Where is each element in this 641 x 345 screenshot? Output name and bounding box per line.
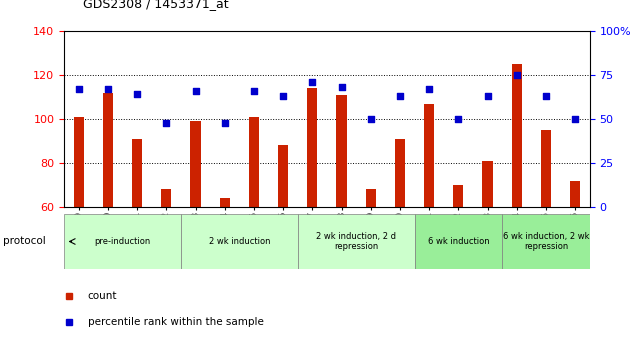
Point [161, 120, 171, 125]
Text: GDS2308 / 1453371_at: GDS2308 / 1453371_at [83, 0, 229, 10]
Bar [424, 104, 434, 207]
Bar [541, 130, 551, 207]
Text: percentile rank within the sample: percentile rank within the sample [88, 317, 263, 327]
Point [483, 93, 493, 99]
Bar [483, 161, 493, 207]
Point [74, 86, 84, 92]
Bar [181, 214, 297, 269]
Bar [103, 92, 113, 207]
Bar [132, 139, 142, 207]
Text: 6 wk induction, 2 wk
repression: 6 wk induction, 2 wk repression [503, 232, 589, 251]
Bar [278, 146, 288, 207]
Text: 2 wk induction: 2 wk induction [208, 237, 270, 246]
Bar [161, 189, 171, 207]
Bar [249, 117, 259, 207]
Text: pre-induction: pre-induction [94, 237, 151, 246]
Point [307, 79, 317, 85]
Bar [512, 64, 522, 207]
Point [337, 85, 347, 90]
Point [570, 116, 580, 122]
Text: 2 wk induction, 2 d
repression: 2 wk induction, 2 d repression [316, 232, 396, 251]
Point [103, 86, 113, 92]
Point [365, 116, 376, 122]
Text: protocol: protocol [3, 237, 46, 246]
Point [512, 72, 522, 78]
Point [424, 86, 434, 92]
Point [395, 93, 405, 99]
Point [249, 88, 259, 93]
Bar [395, 139, 405, 207]
Bar [502, 214, 590, 269]
Point [541, 93, 551, 99]
Bar [570, 181, 580, 207]
Text: count: count [88, 291, 117, 301]
Bar [220, 198, 230, 207]
Bar [415, 214, 502, 269]
Bar [365, 189, 376, 207]
Bar [64, 214, 181, 269]
Bar [297, 214, 415, 269]
Point [220, 120, 230, 125]
Bar [307, 88, 317, 207]
Text: 6 wk induction: 6 wk induction [428, 237, 489, 246]
Bar [337, 95, 347, 207]
Point [132, 92, 142, 97]
Bar [453, 185, 463, 207]
Point [190, 88, 201, 93]
Point [453, 116, 463, 122]
Bar [74, 117, 84, 207]
Bar [190, 121, 201, 207]
Point [278, 93, 288, 99]
